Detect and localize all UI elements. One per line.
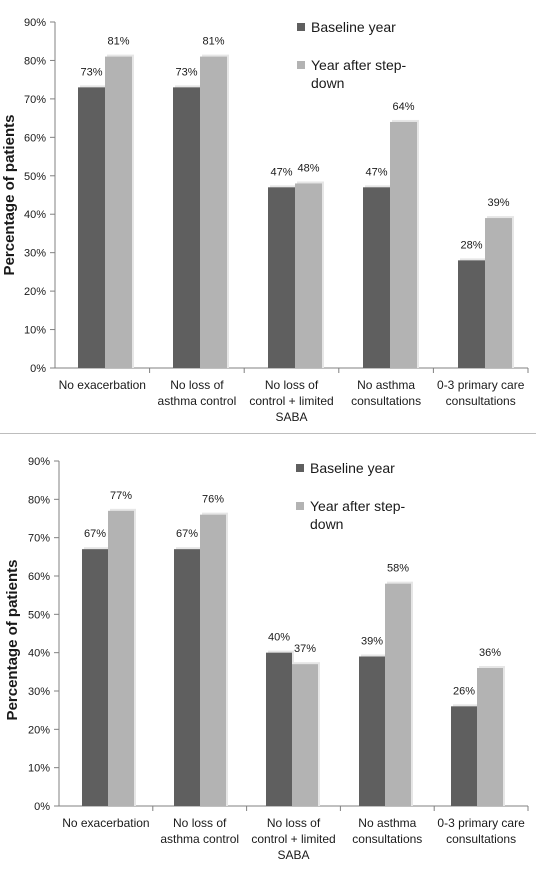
- category-label: control + limited: [249, 394, 333, 408]
- y-tick-label: 0%: [34, 801, 50, 813]
- bar-after-step-down: [200, 56, 227, 368]
- bar-baseline: [174, 549, 200, 806]
- bar-baseline: [451, 706, 477, 806]
- data-label: 81%: [107, 36, 129, 48]
- category-label: No loss of: [265, 378, 319, 392]
- data-label: 26%: [453, 685, 475, 697]
- data-label: 39%: [361, 636, 383, 648]
- data-label: 37%: [294, 643, 316, 655]
- y-tick-label: 10%: [24, 325, 46, 337]
- y-tick-label: 40%: [24, 209, 46, 221]
- legend-swatch: [296, 502, 304, 510]
- bar-after-step-down: [477, 668, 503, 806]
- bar-baseline: [458, 260, 485, 368]
- data-label: 73%: [80, 66, 102, 78]
- bar-after-step-down: [292, 664, 318, 806]
- category-label: consultations: [446, 394, 516, 408]
- chart-bottom: 0% 10% 20% 30% 40% 50% 60% 70% 80% 90% Percentage …: [0, 436, 536, 873]
- data-label: 64%: [392, 101, 414, 113]
- data-label: 48%: [297, 162, 319, 174]
- bar-baseline: [363, 187, 390, 368]
- bar-baseline: [78, 87, 105, 368]
- y-tick-label: 40%: [28, 648, 50, 660]
- category-label: No asthma: [357, 378, 415, 392]
- data-label: 67%: [176, 528, 198, 540]
- category-label: consultations: [351, 394, 421, 408]
- data-label: 77%: [110, 490, 132, 502]
- y-tick-label: 10%: [28, 763, 50, 775]
- category-label: No loss of: [173, 816, 227, 830]
- legend-label: Baseline year: [311, 19, 396, 35]
- category-label: 0-3 primary care: [437, 816, 525, 830]
- category-label: asthma control: [160, 832, 239, 846]
- data-label: 36%: [479, 647, 501, 659]
- y-tick-label: 20%: [28, 724, 50, 736]
- y-axis-title: Percentage of patients: [4, 560, 21, 721]
- category-label: SABA: [277, 848, 309, 862]
- category-label: No loss of: [267, 816, 321, 830]
- legend-swatch: [297, 61, 305, 69]
- chart-bottom-svg: 0% 10% 20% 30% 40% 50% 60% 70% 80% 90% Percentage …: [4, 456, 529, 862]
- y-tick-label: 80%: [28, 494, 50, 506]
- y-tick-label: 60%: [24, 132, 46, 144]
- y-tick-label: 90%: [24, 17, 46, 29]
- bar-after-step-down: [105, 56, 132, 368]
- legend-label: down: [310, 516, 343, 532]
- legend-label: Year after step-: [311, 57, 407, 73]
- y-tick-label: 20%: [24, 286, 46, 298]
- y-tick-label: 90%: [28, 456, 50, 468]
- data-label: 81%: [202, 36, 224, 48]
- bar-baseline: [268, 187, 295, 368]
- chart-top-svg: 0% 10% 20% 30% 40% 50% 60% 70% 80% 90% Percentage …: [1, 17, 529, 424]
- y-tick-label: 30%: [24, 248, 46, 260]
- category-label: No exacerbation: [59, 378, 146, 392]
- y-tick-label: 60%: [28, 571, 50, 583]
- category-label: 0-3 primary care: [437, 378, 525, 392]
- bar-after-step-down: [108, 510, 134, 806]
- data-label: 40%: [268, 632, 290, 644]
- panel-divider: [0, 433, 536, 434]
- data-label: 47%: [270, 166, 292, 178]
- legend-swatch: [297, 23, 305, 31]
- y-tick-label: 30%: [28, 686, 50, 698]
- bar-after-step-down: [385, 583, 411, 806]
- y-tick-label: 0%: [30, 363, 46, 375]
- data-label: 28%: [460, 239, 482, 251]
- y-tick-label: 70%: [28, 533, 50, 545]
- data-label: 47%: [365, 166, 387, 178]
- legend-label: down: [311, 75, 344, 91]
- category-label: asthma control: [158, 394, 237, 408]
- category-label: SABA: [275, 410, 307, 424]
- category-label: No loss of: [170, 378, 224, 392]
- bar-after-step-down: [295, 183, 322, 368]
- bar-after-step-down: [485, 218, 512, 368]
- y-tick-label: 50%: [24, 171, 46, 183]
- category-label: No exacerbation: [62, 816, 149, 830]
- bar-baseline: [82, 549, 108, 806]
- y-tick-label: 70%: [24, 94, 46, 106]
- bar-baseline: [173, 87, 200, 368]
- y-axis-title: Percentage of patients: [1, 115, 18, 276]
- bar-after-step-down: [200, 514, 226, 806]
- chart-top: 0% 10% 20% 30% 40% 50% 60% 70% 80% 90% Percentage …: [0, 0, 536, 432]
- bar-baseline: [266, 652, 292, 806]
- category-label: consultations: [352, 832, 422, 846]
- category-label: control + limited: [251, 832, 335, 846]
- data-label: 67%: [84, 528, 106, 540]
- data-label: 58%: [387, 563, 409, 575]
- data-label: 39%: [487, 197, 509, 209]
- bar-after-step-down: [390, 121, 417, 368]
- category-label: No asthma: [358, 816, 416, 830]
- legend-label: Year after step-: [310, 498, 406, 514]
- legend-swatch: [296, 464, 304, 472]
- category-label: consultations: [446, 832, 516, 846]
- y-tick-label: 80%: [24, 55, 46, 67]
- data-label: 73%: [175, 66, 197, 78]
- bar-baseline: [359, 656, 385, 806]
- legend-label: Baseline year: [310, 460, 395, 476]
- y-tick-label: 50%: [28, 609, 50, 621]
- data-label: 76%: [202, 494, 224, 506]
